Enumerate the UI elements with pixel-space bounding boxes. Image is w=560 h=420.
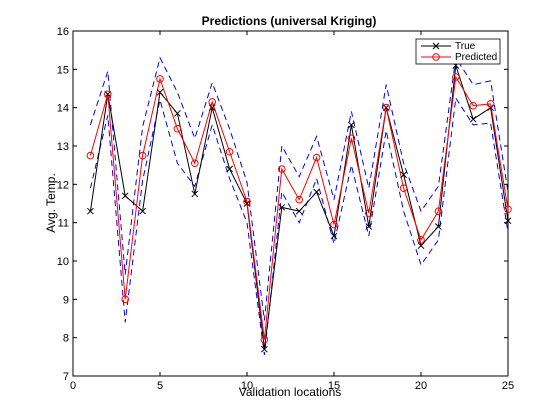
point-true	[104, 90, 112, 98]
point-predicted	[86, 151, 95, 160]
legend: True Predicted	[415, 38, 501, 65]
legend-true-marker	[432, 42, 440, 50]
y-tick-label: 15	[57, 64, 69, 76]
point-true	[400, 171, 407, 179]
point-true	[295, 207, 303, 215]
y-tick-label: 14	[57, 103, 69, 115]
point-predicted	[382, 103, 391, 112]
point-predicted	[156, 75, 164, 83]
point-true	[87, 207, 94, 215]
point-true	[330, 232, 338, 240]
x-tick-label: 5	[157, 380, 163, 392]
point-predicted	[295, 195, 304, 204]
point-predicted	[173, 124, 182, 133]
point-predicted	[399, 184, 408, 192]
point-true	[174, 110, 181, 117]
point-predicted	[121, 295, 129, 304]
y-tick-label: 7	[63, 371, 69, 383]
point-predicted	[208, 98, 216, 106]
point-true	[348, 121, 355, 129]
point-predicted	[260, 335, 269, 344]
y-axis-label: Avg. Temp.	[44, 173, 58, 233]
x-axis-label: Validation locations	[239, 385, 342, 399]
legend-box	[415, 38, 501, 65]
point-predicted	[486, 100, 495, 108]
point-true	[191, 190, 199, 198]
point-predicted	[278, 165, 286, 173]
point-true	[278, 203, 286, 211]
y-tick-label: 10	[57, 256, 69, 268]
point-predicted	[104, 90, 112, 99]
point-predicted	[312, 153, 321, 162]
legend-true-label: True	[455, 41, 476, 52]
point-true	[261, 345, 268, 353]
point-true	[208, 104, 216, 112]
x-axis: 0 5 10 15 20 25	[70, 31, 514, 392]
chart-title: Predictions (universal Kriging)	[202, 14, 377, 28]
point-true	[226, 165, 233, 173]
point-true	[382, 104, 390, 112]
point-predicted	[243, 197, 251, 206]
point-predicted	[330, 220, 338, 229]
x-tick-label: 15	[328, 380, 340, 392]
point-true	[435, 223, 442, 230]
point-predicted	[417, 236, 425, 244]
point-predicted	[225, 147, 234, 156]
legend-predicted-marker	[432, 53, 440, 61]
plot-area	[72, 30, 509, 377]
y-axis: 7 8 9 10 11 12 13 14 15 16	[57, 26, 508, 383]
point-predicted	[365, 209, 373, 217]
y-tick-label: 9	[63, 294, 69, 306]
x-tick-label: 10	[241, 380, 253, 392]
point-true	[121, 192, 129, 200]
y-tick-label: 12	[57, 179, 69, 191]
y-tick-label: 11	[58, 218, 69, 230]
point-true	[243, 200, 251, 207]
x-tick-label: 0	[70, 380, 76, 392]
point-predicted	[191, 159, 199, 168]
confidence-upper-line	[89, 56, 509, 321]
point-predicted	[138, 151, 147, 160]
point-true	[365, 223, 373, 230]
point-predicted	[434, 207, 443, 215]
legend-predicted-label: Predicted	[455, 52, 497, 63]
point-true	[156, 88, 164, 96]
x-tick-label: 20	[415, 380, 427, 392]
point-predicted	[469, 101, 478, 110]
point-predicted	[504, 205, 512, 214]
point-true	[469, 115, 477, 123]
confidence-lower-line	[89, 96, 509, 355]
series-line-predicted	[89, 75, 509, 340]
x-tick-label: 25	[502, 380, 514, 392]
point-predicted	[347, 134, 356, 143]
point-predicted	[452, 73, 460, 81]
y-tick-label: 16	[57, 26, 69, 38]
point-true	[487, 104, 494, 112]
point-true	[139, 207, 146, 215]
point-true	[417, 242, 425, 250]
plot-content	[86, 56, 512, 355]
point-true	[313, 188, 320, 196]
y-tick-label: 13	[57, 141, 69, 153]
y-tick-label: 8	[63, 333, 69, 345]
